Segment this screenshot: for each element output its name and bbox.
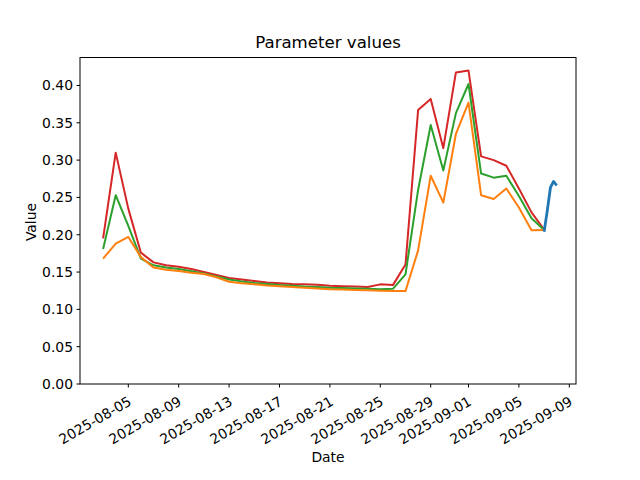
y-tick-label: 0.25 (13, 189, 73, 205)
y-tick-label: 0.05 (13, 339, 73, 355)
axes-spines (80, 58, 576, 385)
y-tick-label: 0.20 (13, 227, 73, 243)
figure: Parameter values Value Date 0.000.050.10… (0, 0, 640, 480)
y-tick-label: 0.15 (13, 264, 73, 280)
y-tick-label: 0.00 (13, 376, 73, 392)
y-tick-label: 0.10 (13, 301, 73, 317)
series-blue (544, 181, 557, 231)
y-tick-label: 0.30 (13, 152, 73, 168)
y-tick-label: 0.40 (13, 77, 73, 93)
series-green (103, 84, 544, 289)
y-tick-label: 0.35 (13, 115, 73, 131)
